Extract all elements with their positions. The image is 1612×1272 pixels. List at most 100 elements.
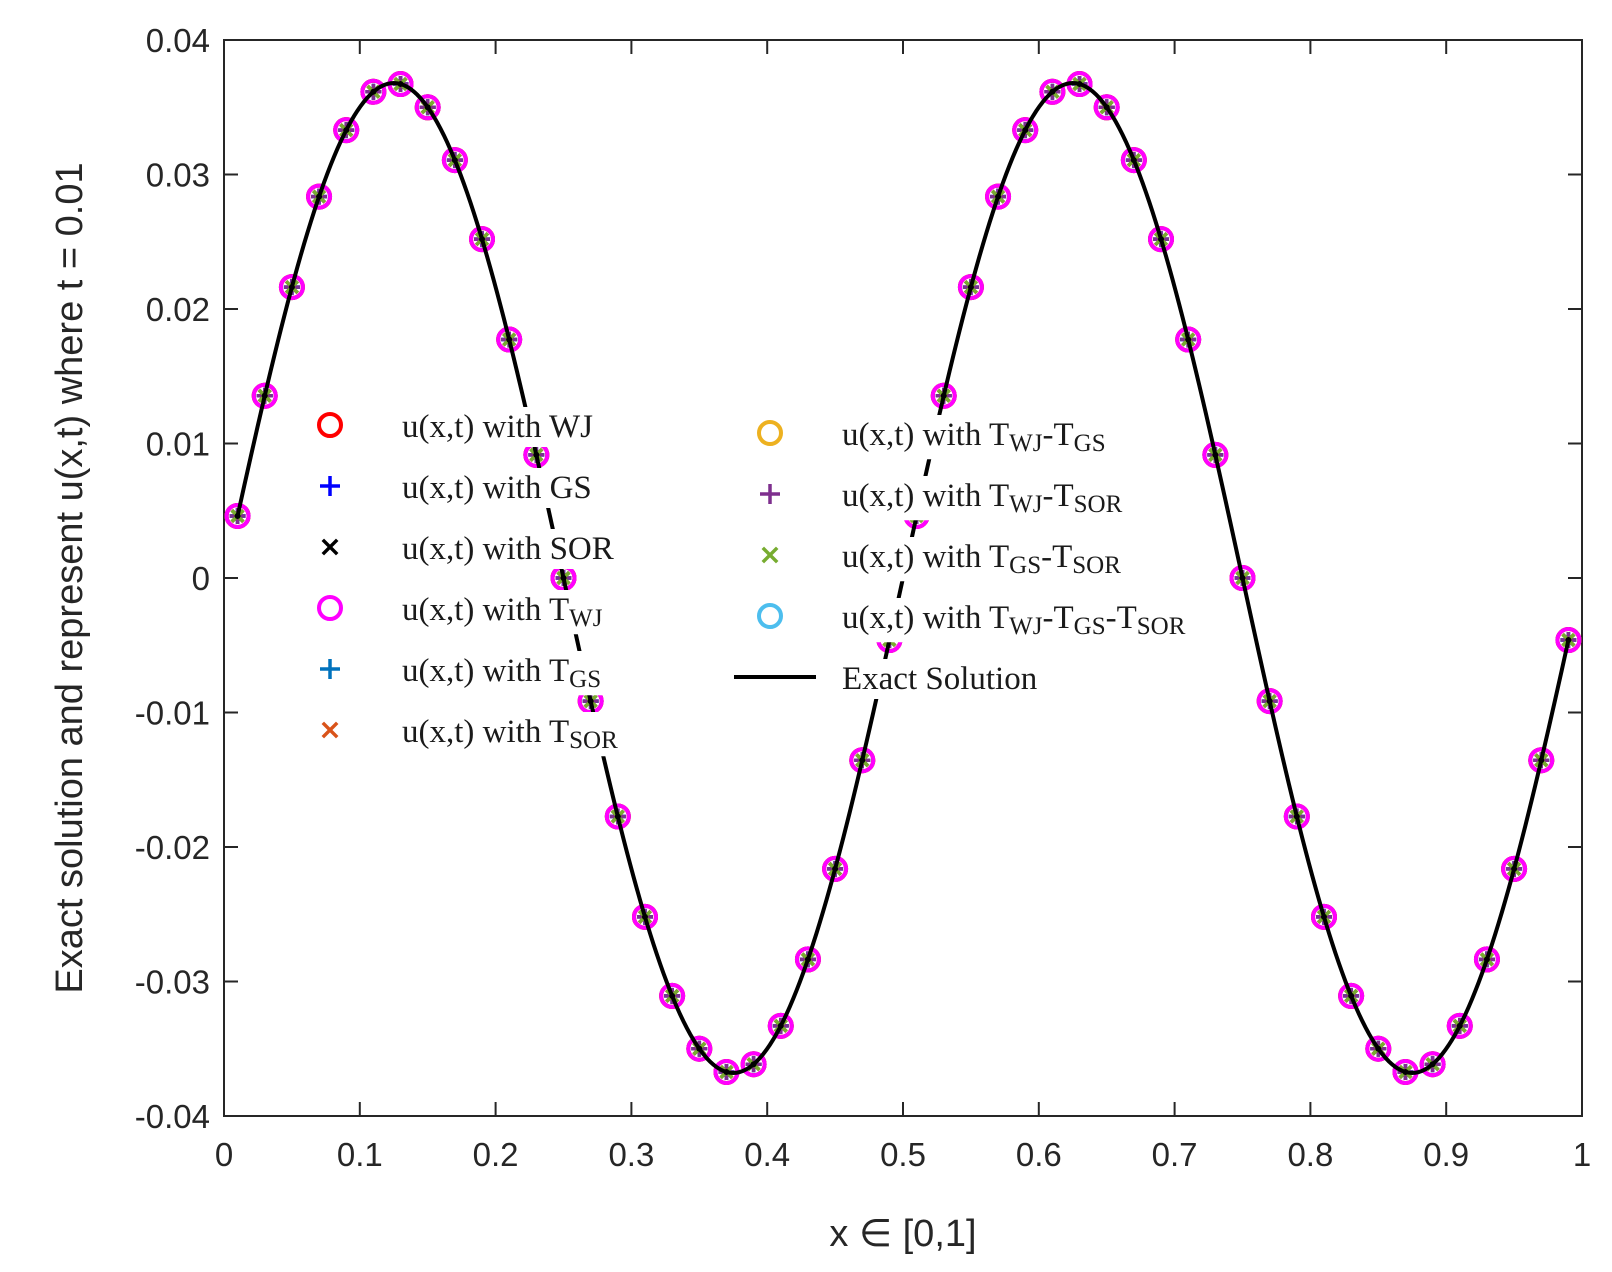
x-tick-label: 0.1: [337, 1136, 383, 1173]
x-tick-label: 0.3: [608, 1136, 654, 1173]
legend-label: u(x,t) with TGS-TSOR: [842, 539, 1121, 579]
x-tick-label: 0: [215, 1136, 233, 1173]
legend-item: Exact Solution: [734, 659, 1042, 699]
x-axis-label: x ∈ [0,1]: [829, 1213, 976, 1255]
data-point: [1501, 855, 1528, 882]
data-point: [469, 226, 496, 253]
legend-marker: [317, 412, 343, 438]
legend-label: u(x,t) with WJ: [402, 409, 593, 445]
legend: u(x,t) with WJ u(x,t) with GS u(x,t) with …: [317, 407, 1190, 757]
data-point: [1120, 147, 1147, 174]
data-point: [1202, 441, 1229, 468]
legend-label: u(x,t) with TWJ: [402, 592, 603, 632]
legend-label: u(x,t) with TWJ-TSOR: [842, 478, 1123, 518]
axis-ticks: [223, 39, 1583, 1117]
data-point: [740, 1051, 767, 1078]
x-tick-label: 0.6: [1016, 1136, 1062, 1173]
y-tick-label: -0.03: [135, 964, 210, 1001]
y-tick-label: 0.03: [146, 157, 210, 194]
legend-marker: [320, 659, 340, 679]
legend-label: u(x,t) with GS: [402, 470, 592, 506]
data-point: [1419, 1051, 1446, 1078]
data-point: [1310, 903, 1337, 930]
data-point: [251, 382, 278, 409]
data-point: [1338, 982, 1365, 1009]
x-tick-label: 0.4: [744, 1136, 790, 1173]
legend-item: u(x,t) with TWJ-TGS: [757, 415, 1110, 460]
data-point: [767, 1012, 794, 1039]
legend-label-bg: [398, 407, 598, 447]
data-point: [306, 183, 333, 210]
data-point: [414, 94, 441, 121]
legend-item: u(x,t) with SOR: [321, 529, 618, 569]
data-point: [1148, 226, 1175, 253]
legend-label-bg: [838, 476, 1127, 521]
data-point: [822, 855, 849, 882]
data-point: [1283, 803, 1310, 830]
data-point: [686, 1035, 713, 1062]
legend-label-bg: [398, 590, 607, 635]
legend-label-bg: [838, 659, 1042, 699]
data-point: [278, 274, 305, 301]
legend-item: u(x,t) with TWJ-TSOR: [760, 476, 1127, 521]
y-axis-label: Exact solution and represent u(x,t) wher…: [49, 162, 91, 993]
data-point: [1528, 747, 1555, 774]
legend-label: u(x,t) with TSOR: [402, 714, 618, 754]
legend-label: u(x,t) with TWJ-TGS: [842, 417, 1106, 457]
legend-item: u(x,t) with TWJ-TGS-TSOR: [757, 598, 1190, 643]
data-point: [1093, 94, 1120, 121]
legend-label: Exact Solution: [842, 661, 1037, 697]
data-point: [659, 982, 686, 1009]
x-tick-label: 0.7: [1152, 1136, 1198, 1173]
legend-label: u(x,t) with SOR: [402, 531, 614, 567]
data-point: [1555, 627, 1582, 654]
x-tick-label: 0.9: [1423, 1136, 1469, 1173]
legend-label-bg: [398, 712, 623, 757]
legend-marker: [760, 484, 780, 504]
data-point: [441, 147, 468, 174]
legend-item: u(x,t) with TGS-TSOR: [761, 537, 1126, 582]
data-point: [1229, 565, 1256, 591]
y-tick-label: 0: [192, 560, 210, 597]
x-tick-label: 1: [1573, 1136, 1591, 1173]
legend-label: u(x,t) with TWJ-TGS-TSOR: [842, 600, 1186, 640]
data-point: [604, 803, 631, 830]
data-point: [930, 382, 957, 409]
data-point: [631, 903, 658, 930]
legend-label-bg: [838, 415, 1110, 460]
x-tick-label: 0.5: [880, 1136, 926, 1173]
legend-marker: [317, 595, 343, 621]
y-tick-label: 0.01: [146, 426, 210, 463]
legend-item: u(x,t) with TWJ: [317, 590, 607, 635]
data-point: [360, 78, 387, 105]
legend-item: u(x,t) with TGS: [320, 651, 606, 696]
data-point: [1175, 326, 1202, 353]
data-point: [985, 183, 1012, 210]
x-tick-label: 0.8: [1287, 1136, 1333, 1173]
legend-marker: [757, 603, 783, 629]
data-point: [1473, 946, 1500, 973]
data-point: [849, 747, 876, 774]
legend-marker: [321, 721, 339, 739]
legend-label-bg: [398, 529, 618, 569]
data-point: [1012, 117, 1039, 144]
data-point: [1365, 1035, 1392, 1062]
data-point: [957, 274, 984, 301]
legend-label: u(x,t) with TGS: [402, 653, 601, 693]
data-point: [1256, 688, 1283, 715]
legend-label-bg: [398, 468, 596, 508]
x-tick-label: 0.2: [473, 1136, 519, 1173]
legend-marker: [761, 546, 779, 564]
y-tick-label: -0.04: [135, 1098, 210, 1135]
y-tick-label: -0.01: [135, 695, 210, 732]
data-point: [224, 502, 251, 529]
legend-label-bg: [838, 537, 1126, 582]
legend-marker: [320, 476, 340, 496]
legend-item: u(x,t) with GS: [320, 468, 596, 508]
legend-marker: [757, 420, 783, 446]
data-point: [794, 946, 821, 973]
y-tick-label: 0.04: [146, 22, 210, 59]
data-point: [1039, 78, 1066, 105]
legend-marker: [321, 538, 339, 556]
